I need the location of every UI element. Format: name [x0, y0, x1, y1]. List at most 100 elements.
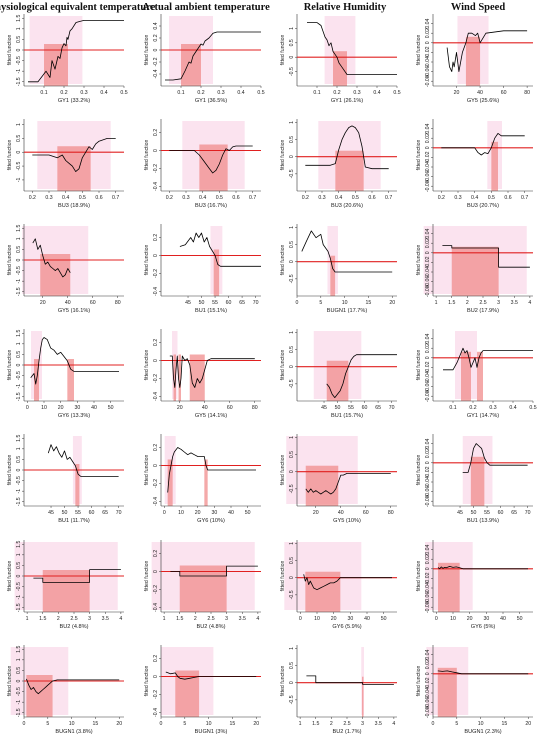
x-tick-label: 0.3: [489, 405, 496, 411]
x-tick-label: 0.2: [438, 195, 445, 201]
y-tick-label: -0.02: [425, 572, 431, 584]
panel-5-1: -0.4 -0.2 0 0.2 1 1.5 2 2.5 3 3.5 4 fitted function…: [144, 540, 261, 630]
y-tick-label: 0: [153, 359, 159, 362]
shaded-band: [181, 44, 201, 86]
y-tick-label: 0.04: [425, 123, 431, 133]
shaded-band: [491, 141, 498, 191]
x-axis-label: BU2 (17.9%): [467, 308, 499, 314]
x-tick-label: 50: [199, 300, 205, 306]
y-tick-label: -0.08: [425, 390, 431, 402]
fitted-curve: [442, 245, 530, 268]
y-tick-label: -0.08: [425, 75, 431, 87]
x-tick-label: 5: [455, 721, 458, 727]
y-tick-label: 1.5: [16, 15, 22, 22]
y-tick-label: -0.02: [425, 677, 431, 689]
column-title-pet: Physiological equivalent temperature: [0, 2, 156, 13]
y-tick-label: -0.06: [425, 66, 431, 78]
x-tick-label: 3: [361, 721, 364, 727]
y-tick-label: -1: [16, 69, 22, 74]
x-tick-label: 3.5: [375, 721, 382, 727]
y-tick-label: -0.2: [153, 374, 159, 383]
x-tick-label: 20: [313, 510, 319, 516]
y-tick-label: -0.02: [425, 466, 431, 478]
panel-2-0: -1.5 -1 -0.5 0 0.5 1 1.5 20 40 60 80 fitted functio…: [7, 224, 124, 314]
x-tick-label: 50: [471, 510, 477, 516]
y-axis-label: fitted function: [280, 560, 286, 591]
x-tick-label: 20: [195, 510, 201, 516]
x-tick-label: 0.4: [62, 195, 69, 201]
x-tick-label: 0.3: [217, 90, 224, 96]
x-tick-label: 0: [432, 721, 435, 727]
y-tick-label: -0.5: [16, 56, 22, 65]
y-tick-label: 0: [425, 251, 431, 254]
y-tick-label: 0.2: [153, 234, 159, 241]
x-tick-label: 0.5: [79, 195, 86, 201]
x-axis-label: GY6 (5.9%): [332, 624, 361, 630]
fitted-curve: [170, 565, 258, 577]
x-tick-label: 1.5: [176, 616, 183, 622]
y-tick-label: -0.06: [425, 171, 431, 183]
y-tick-label: 1: [289, 647, 295, 650]
y-tick-label: 0: [16, 151, 22, 154]
panel-6-1: -0.4 -0.2 0 0.2 0 5 10 15 20 fitted function BUGN1…: [144, 645, 261, 735]
y-tick-label: 0.04: [425, 18, 431, 28]
y-tick-label: -1: [16, 279, 22, 284]
x-tick-label: 4: [528, 300, 531, 306]
x-tick-label: 0.4: [335, 195, 342, 201]
x-tick-label: 2: [57, 616, 60, 622]
y-tick-label: -0.02: [425, 46, 431, 58]
y-axis-label: fitted function: [7, 349, 13, 380]
y-tick-label: 0.5: [16, 135, 22, 142]
shaded-band2: [178, 354, 181, 401]
x-tick-label: 40: [477, 90, 483, 96]
panel-0-1: -0.4 -0.2 0 0.2 0.4 0.1 0.2 0.3 0.4 0.5 fitted fun…: [144, 14, 265, 104]
shaded-band: [438, 562, 460, 612]
y-tick-label: -0.06: [425, 276, 431, 288]
y-tick-label: -0.5: [16, 266, 22, 275]
x-tick-label: 15: [93, 721, 99, 727]
x-tick-label: 0.7: [385, 195, 392, 201]
x-tick-label: 20: [454, 90, 460, 96]
fitted-curve: [32, 138, 116, 172]
fitted-curve: [326, 354, 397, 398]
y-axis-label: fitted function: [416, 349, 422, 380]
x-tick-label: 5: [319, 300, 322, 306]
x-tick-label: 1.5: [312, 721, 319, 727]
y-tick-label: -0.5: [289, 169, 295, 178]
fitted-curve: [165, 31, 261, 81]
x-tick-label: 2.5: [479, 300, 486, 306]
y-tick-label: 0.5: [16, 562, 22, 569]
y-axis-label: fitted function: [416, 244, 422, 275]
y-tick-label: 1: [289, 331, 295, 334]
x-tick-label: 60: [227, 405, 233, 411]
y-tick-label: -0.2: [153, 57, 159, 66]
y-tick-label: 1: [16, 237, 22, 240]
y-axis-label: fitted function: [280, 139, 286, 170]
x-tick-label: 45: [321, 405, 327, 411]
y-tick-label: 0: [289, 681, 295, 684]
x-tick-label: 40: [91, 405, 97, 411]
fitted-curve: [306, 675, 394, 685]
y-tick-label: -0.04: [425, 476, 431, 488]
x-tick-label: 20: [467, 616, 473, 622]
y-tick-label: -0.4: [153, 392, 159, 401]
x-tick-label: 0.7: [521, 195, 528, 201]
x-tick-label: 0.4: [373, 90, 380, 96]
y-tick-label: -0.02: [425, 256, 431, 268]
shaded-band2: [67, 359, 74, 401]
x-axis-label: BU1 (15.1%): [195, 308, 227, 314]
x-axis-label: BU3 (20.6%): [331, 203, 363, 209]
y-tick-label: -1: [16, 489, 22, 494]
y-tick-label: -0.5: [289, 67, 295, 76]
panel-6-0: -1.5 -1 -0.5 0 0.5 1 1.5 0 5 10 15 20 fitted functio…: [7, 645, 124, 735]
x-tick-label: 0.3: [45, 195, 52, 201]
y-tick-label: -0.2: [153, 585, 159, 594]
x-tick-label: 0.5: [488, 195, 495, 201]
x-tick-label: 40: [228, 510, 234, 516]
y-tick-label: 0.04: [425, 544, 431, 554]
y-tick-label: 0: [289, 576, 295, 579]
x-tick-label: 4: [392, 721, 395, 727]
y-axis-label: fitted function: [7, 244, 13, 275]
